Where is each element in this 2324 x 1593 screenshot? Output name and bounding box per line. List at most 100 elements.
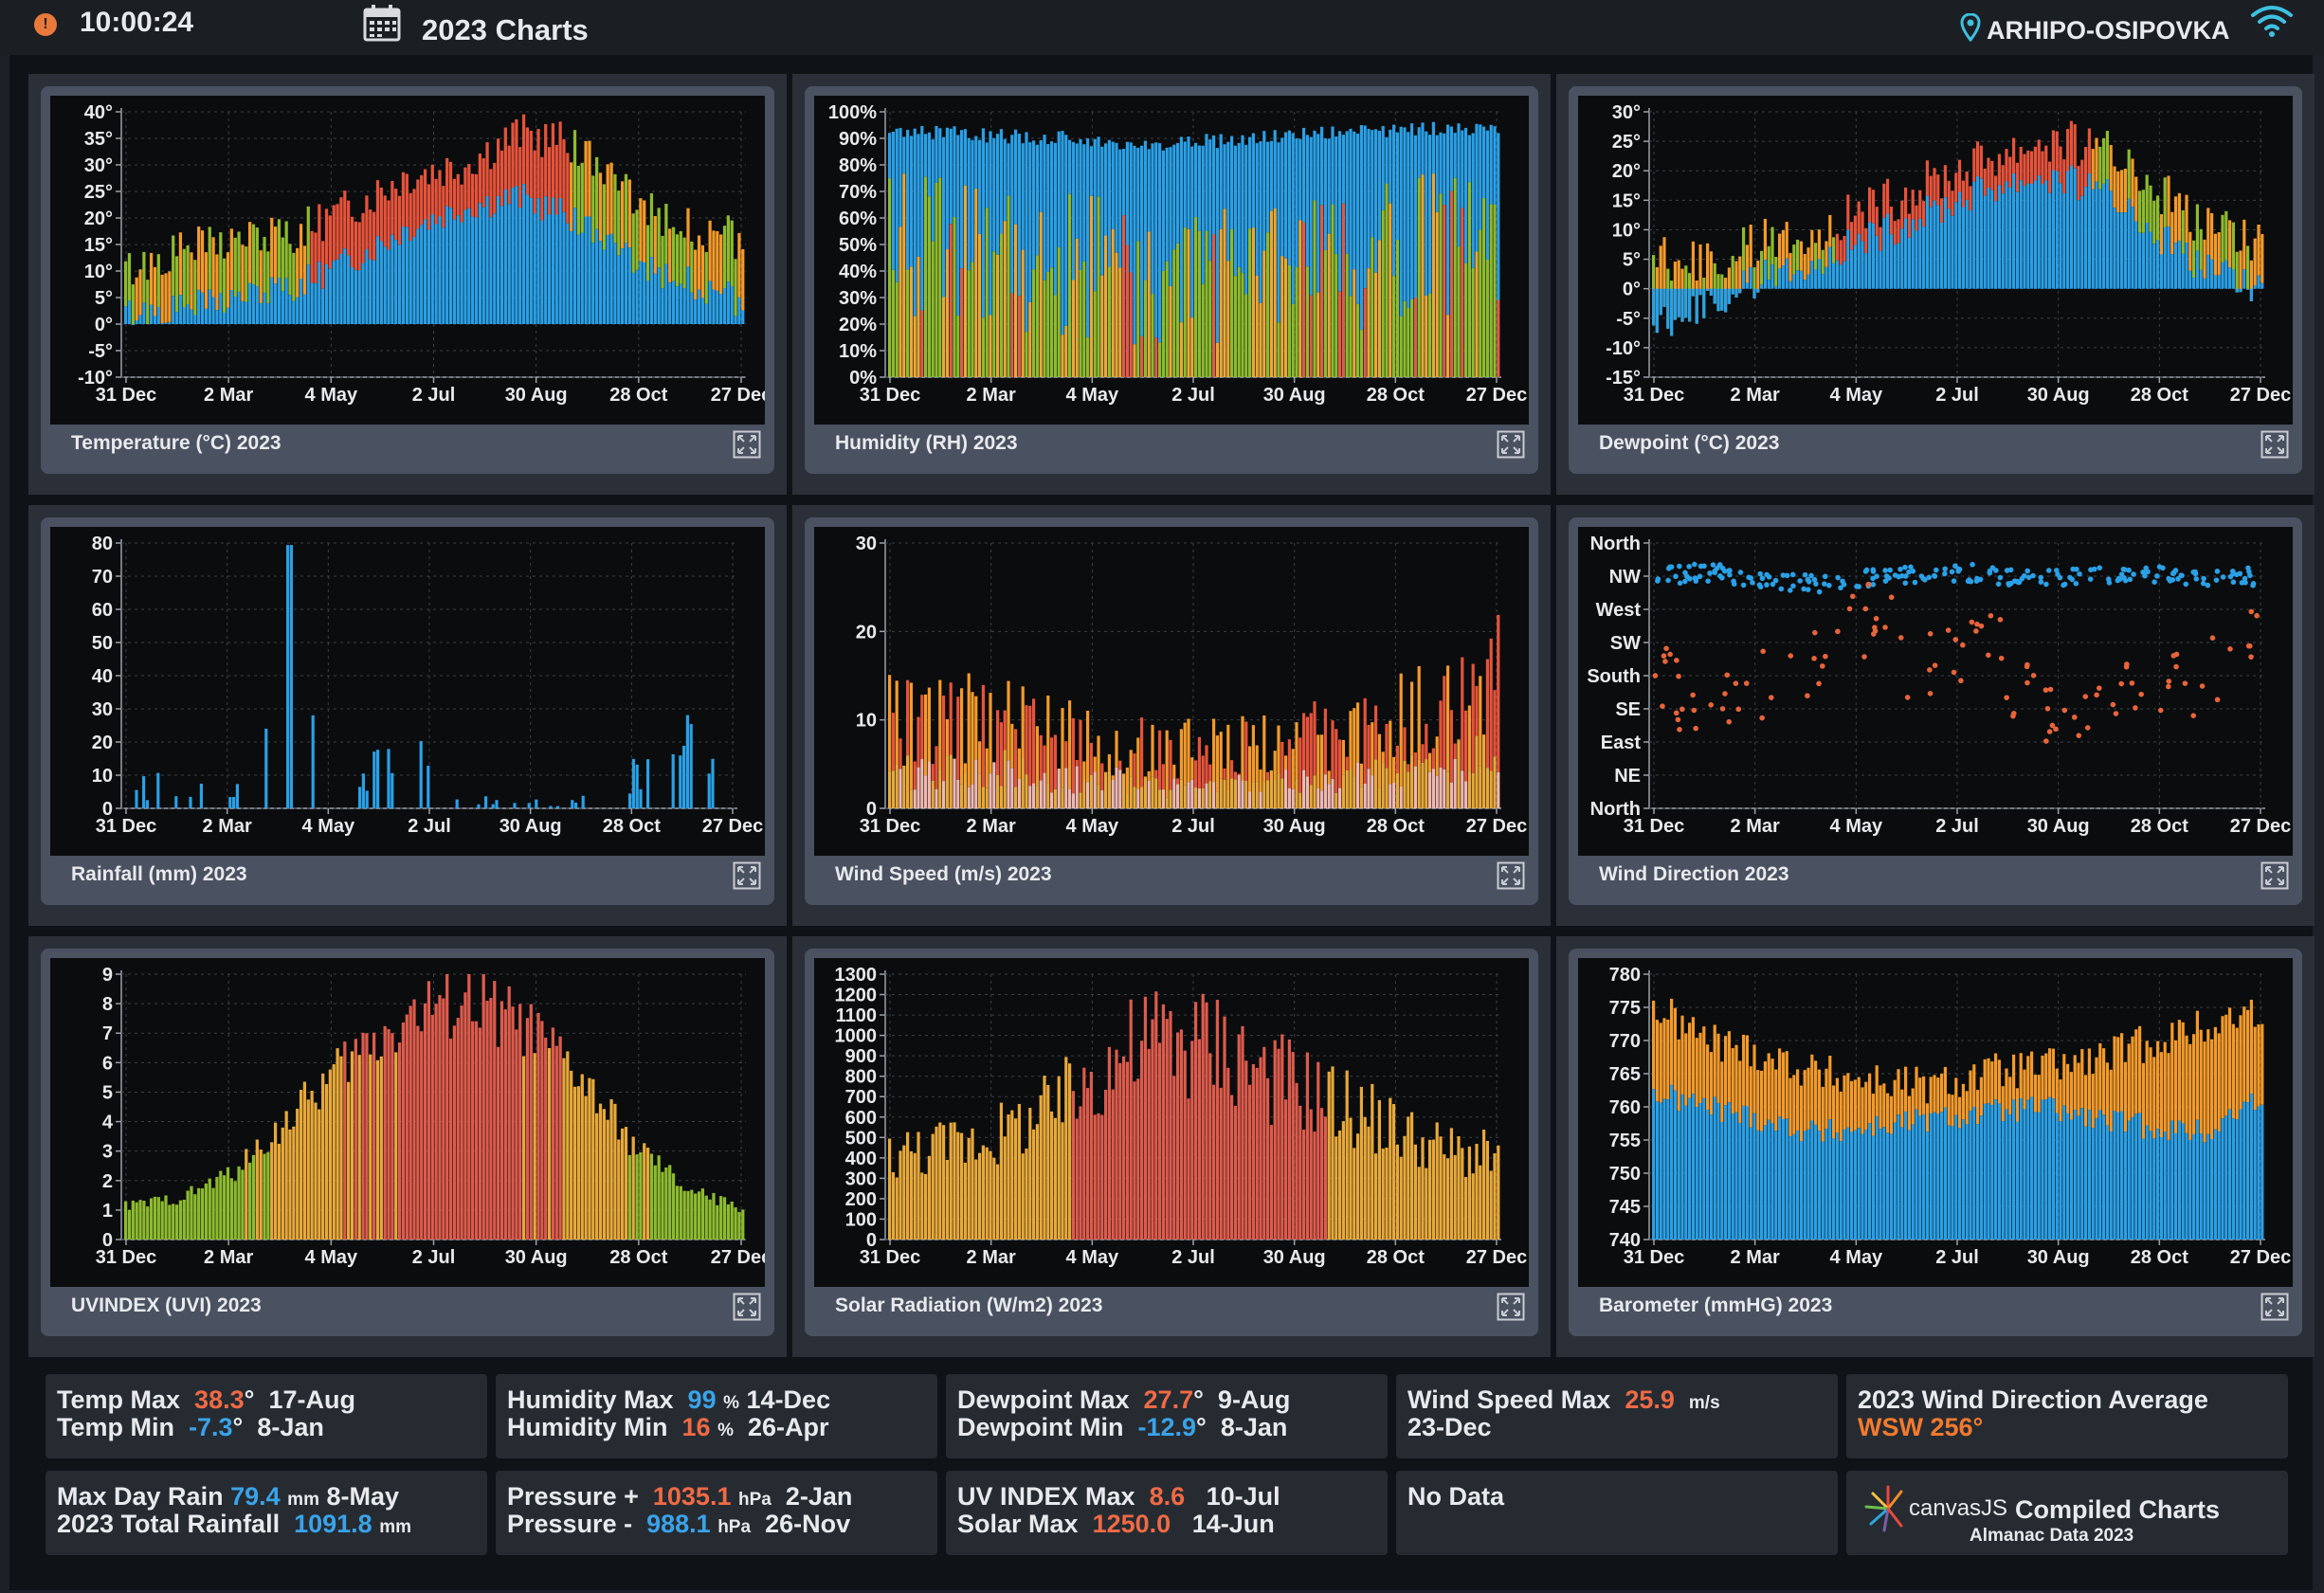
bar-upper	[1043, 745, 1046, 773]
scatter-point	[1942, 570, 1948, 577]
bar-upper	[1446, 665, 1450, 772]
scatter-point	[2084, 725, 2091, 731]
bar-lower	[1745, 282, 1749, 289]
bar-upper	[299, 224, 303, 279]
bar-lower	[1825, 1129, 1828, 1240]
bar-lower	[1464, 262, 1468, 377]
bar-upper	[511, 122, 515, 189]
bar-lower	[1778, 1116, 1782, 1240]
bar-lower	[1039, 211, 1043, 377]
temperature-chart[interactable]: -10° -5° 0° 5° 10° 15° 20° 25° 30° 35° 40° 31 Dec 2 …	[50, 96, 765, 425]
bar-upper	[1467, 135, 1471, 183]
bar-lower	[935, 788, 938, 808]
bar-lower	[1323, 249, 1327, 377]
wind-direction-chart[interactable]: North NE East SE South SW West NW North 31 Dec 2 M…	[1578, 527, 2293, 856]
bar-lower	[554, 214, 558, 324]
y-tick-label: 1300	[835, 965, 878, 986]
bar-lower	[920, 759, 924, 808]
uvi-chart[interactable]: 0 1 2 3 4 5 6 7 8 9 31 Dec 2 Mar 4 May 2 Jul 30 Aug 28 …	[50, 958, 765, 1287]
bar	[544, 1037, 548, 1240]
bar-upper	[1082, 761, 1086, 780]
wind-speed-chart[interactable]: 0 10 20 30 31 Dec 2 Mar 4 May 2 Jul 30 Aug 28 Oct…	[814, 527, 1529, 856]
scatter-point	[1835, 628, 1841, 635]
scatter-point	[2024, 679, 2030, 686]
scatter-point	[1790, 583, 1796, 589]
bar-upper	[1244, 721, 1248, 782]
bar	[365, 1033, 369, 1240]
bar-lower	[598, 241, 603, 324]
scatter-point	[1686, 564, 1693, 570]
bar-lower	[1017, 296, 1021, 377]
bar	[1449, 1128, 1453, 1240]
bar-lower	[1485, 259, 1489, 377]
rainfall-chart[interactable]: 0 10 20 30 40 50 60 70 80 31 Dec 2 Mar 4 May 2 Jul 30…	[50, 527, 765, 856]
expand-icon[interactable]	[1497, 430, 1525, 459]
expand-icon[interactable]	[2260, 1293, 2289, 1321]
bar-upper	[1313, 701, 1316, 776]
bar-upper	[2105, 131, 2109, 180]
bar-upper	[1021, 143, 1025, 250]
bar	[1043, 1076, 1046, 1240]
calendar-icon[interactable]	[363, 4, 401, 42]
wifi-icon[interactable]	[2250, 4, 2294, 38]
bar-lower	[2138, 1113, 2142, 1240]
bar-upper	[518, 147, 522, 208]
bar-upper	[2228, 220, 2232, 268]
bar	[624, 1127, 628, 1240]
bar-lower	[627, 247, 631, 324]
bar	[707, 773, 711, 808]
bar-lower	[679, 283, 682, 324]
expand-icon[interactable]	[2260, 861, 2289, 890]
bar	[1331, 1066, 1334, 1240]
alert-dot-icon[interactable]: !	[34, 13, 57, 36]
bar	[945, 1159, 949, 1240]
scatter-point	[1978, 623, 1985, 629]
bar-upper	[931, 139, 935, 242]
bar-upper	[1353, 708, 1356, 777]
bar-lower	[489, 217, 493, 324]
bar-upper	[1933, 1075, 1936, 1113]
bar-lower	[1295, 267, 1298, 377]
bar-lower	[208, 289, 211, 324]
bar-upper	[1983, 1059, 1987, 1104]
expand-icon[interactable]	[733, 430, 761, 459]
bar-lower	[920, 310, 924, 377]
solar-chart[interactable]: 0 100 200 300 400 500 600 700 800 900 1000 1100 1200…	[814, 958, 1529, 1287]
bar	[1237, 1034, 1241, 1240]
scatter-point	[1811, 576, 1818, 583]
temp-max-value: 38.3	[194, 1385, 245, 1414]
humidity-chart[interactable]: 0% 10% 20% 30% 40% 50% 60% 70% 80% 90% 100% 31 Dec 2…	[814, 96, 1529, 425]
bar-upper	[1814, 243, 1818, 270]
bar-lower	[478, 203, 481, 324]
scatter-point	[1691, 707, 1698, 714]
bar	[1489, 1170, 1493, 1240]
expand-icon[interactable]	[1497, 861, 1525, 890]
bar-lower	[1053, 788, 1057, 808]
bar-upper	[1039, 734, 1043, 781]
bar	[328, 1069, 333, 1240]
bar-upper	[1017, 748, 1021, 779]
bar-upper	[2001, 1086, 2005, 1122]
bar-upper	[1064, 741, 1068, 769]
bar-upper	[1100, 146, 1104, 276]
barometer-chart[interactable]: 740 745 750 755 760 765 770 775 780 31 Dec 2 Mar 4 …	[1578, 958, 2293, 1287]
bar-lower	[1688, 288, 1692, 322]
expand-icon[interactable]	[733, 1293, 761, 1321]
bar	[1017, 1103, 1021, 1240]
credit-panel[interactable]: canvasJS Compiled Charts Almanac Data 20…	[1846, 1471, 2288, 1555]
expand-icon[interactable]	[2260, 430, 2289, 459]
expand-icon[interactable]	[1497, 1293, 1525, 1321]
dewpoint-chart[interactable]: -15° -10° -5° 0° 5° 10° 15° 20° 25° 30° 31 Dec 2 Ma…	[1578, 96, 2293, 425]
bar	[174, 1204, 179, 1240]
bar	[1410, 1112, 1414, 1240]
bar-upper	[653, 215, 657, 274]
bar-upper	[1922, 201, 1926, 227]
bar-upper	[888, 675, 892, 771]
bar-lower	[1479, 229, 1482, 377]
expand-icon[interactable]	[733, 861, 761, 890]
bar-lower	[1835, 1132, 1839, 1240]
bar-upper	[2087, 1048, 2091, 1111]
bar	[558, 1036, 562, 1240]
bar-lower	[1799, 270, 1803, 289]
scatter-point	[2055, 571, 2061, 577]
